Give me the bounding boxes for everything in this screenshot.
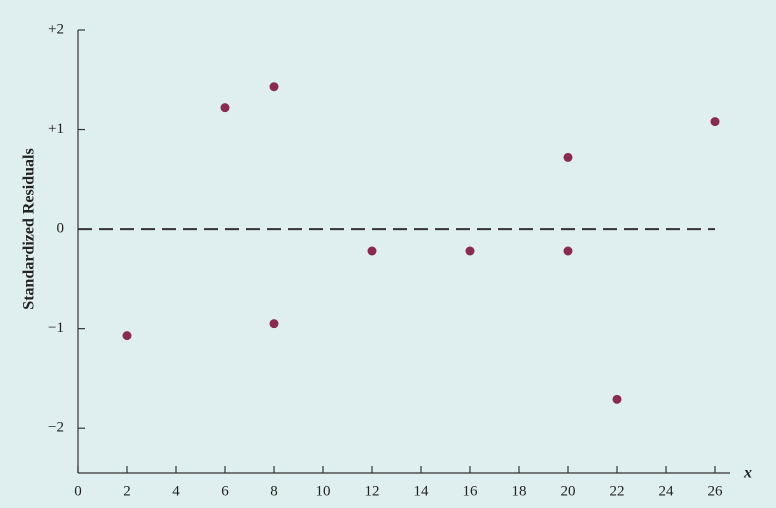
x-tick-label: 2 — [123, 483, 131, 499]
x-tick-label: 4 — [172, 483, 180, 499]
x-tick-label: 14 — [414, 483, 430, 499]
x-tick-label: 24 — [659, 483, 675, 499]
x-tick-label: 0 — [74, 483, 82, 499]
point — [710, 117, 720, 127]
y-tick-label: −2 — [48, 420, 64, 436]
point — [122, 331, 132, 341]
y-tick-label: +1 — [48, 121, 64, 137]
point — [269, 319, 279, 329]
point — [220, 103, 230, 113]
x-tick-label: 20 — [561, 483, 576, 499]
x-tick-label: 10 — [316, 483, 331, 499]
x-tick-label: 8 — [270, 483, 278, 499]
point — [367, 246, 377, 256]
point — [269, 82, 279, 92]
y-tick-label: −1 — [48, 320, 64, 336]
point — [612, 394, 622, 404]
y-axis-label: Standardized Residuals — [21, 148, 38, 309]
x-tick-label: 18 — [512, 483, 527, 499]
x-tick-label: 16 — [463, 483, 479, 499]
x-tick-label: 6 — [221, 483, 229, 499]
point — [465, 246, 475, 256]
x-tick-label: 26 — [708, 483, 724, 499]
y-tick-label: 0 — [57, 221, 65, 237]
point — [563, 246, 573, 256]
point — [563, 152, 573, 162]
x-tick-label: 12 — [365, 483, 380, 499]
x-axis-label: x — [743, 465, 752, 482]
y-tick-label: +2 — [48, 21, 64, 37]
x-tick-label: 22 — [610, 483, 625, 499]
